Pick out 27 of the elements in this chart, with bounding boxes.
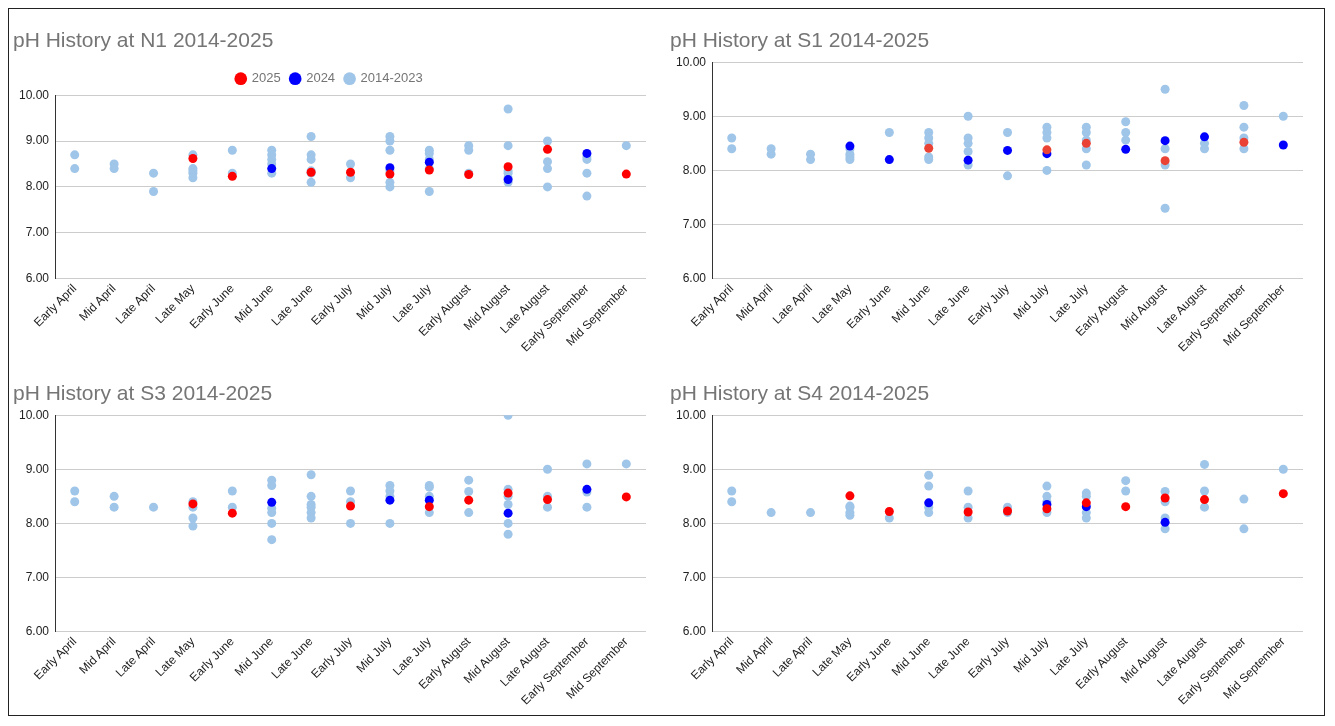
legend-label: 2014-2023 [360, 70, 423, 86]
y-tick-label: 6.00 [25, 623, 50, 638]
chart-title: pH History at S3 2014-2025 [13, 381, 273, 405]
y-tick-label: 7.00 [682, 216, 707, 231]
y-tick-label: 8.00 [25, 179, 50, 194]
y-tick-label: 10.00 [676, 407, 707, 422]
y-tick-label: 6.00 [25, 270, 50, 285]
y-tick-label: 7.00 [25, 569, 50, 584]
y-tick-label: 10.00 [19, 87, 50, 102]
chart-title: pH History at S4 2014-2025 [670, 381, 930, 405]
y-tick-label: 7.00 [682, 569, 707, 584]
y-tick-label: 8.00 [682, 515, 707, 530]
y-tick-label: 8.00 [682, 162, 707, 177]
y-tick-label: 8.00 [25, 515, 50, 530]
y-tick-label: 6.00 [682, 270, 707, 285]
legend-label: 2024 [306, 70, 336, 86]
y-tick-label: 10.00 [19, 407, 50, 422]
chart-title: pH History at S1 2014-2025 [670, 28, 930, 52]
legend-label: 2025 [251, 70, 281, 86]
y-tick-label: 9.00 [682, 461, 707, 476]
chart-title: pH History at N1 2014-2025 [13, 28, 274, 52]
y-tick-label: 9.00 [25, 133, 50, 148]
y-tick-label: 6.00 [682, 623, 707, 638]
y-tick-label: 9.00 [25, 461, 50, 476]
y-tick-label: 7.00 [25, 225, 50, 240]
y-tick-label: 9.00 [682, 108, 707, 123]
y-tick-label: 10.00 [676, 54, 707, 69]
